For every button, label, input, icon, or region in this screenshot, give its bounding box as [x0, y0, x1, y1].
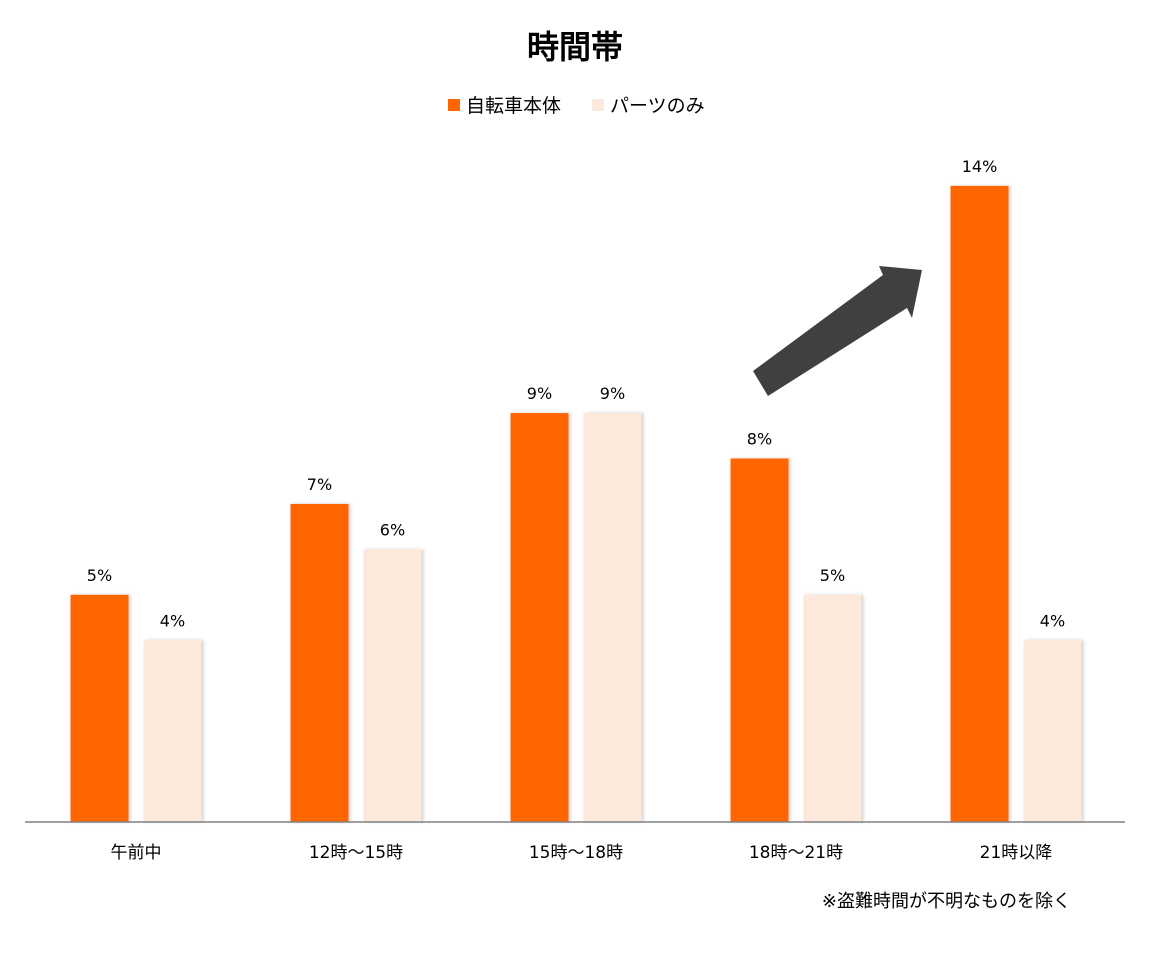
category-label-0: 午前中 — [111, 843, 162, 863]
data-label-parts-0: 4% — [160, 611, 185, 630]
legend-label-parts: パーツのみ — [610, 95, 705, 117]
category-label-2: 15時〜18時 — [529, 843, 623, 863]
bar-parts-3 — [803, 594, 862, 822]
data-label-bicycle-3: 8% — [747, 430, 772, 449]
legend: 自転車本体 パーツのみ — [448, 95, 705, 117]
bar-parts-1 — [363, 549, 422, 822]
footnote: ※盗難時間が不明なものを除く — [822, 891, 1071, 912]
bar-bicycle-1 — [290, 503, 349, 822]
chart-title: 時間帯 — [527, 28, 623, 66]
data-label-bicycle-1: 7% — [307, 475, 332, 494]
category-labels-layer: 午前中 12時〜15時 15時〜18時 18時〜21時 21時以降 — [111, 843, 1053, 863]
bar-bicycle-4 — [950, 185, 1009, 822]
trend-arrow-icon — [753, 266, 922, 396]
data-label-parts-2: 9% — [600, 384, 625, 403]
data-label-parts-4: 4% — [1040, 611, 1065, 630]
data-label-bicycle-2: 9% — [527, 384, 552, 403]
bar-parts-4 — [1023, 640, 1082, 822]
data-label-bicycle-0: 5% — [87, 566, 112, 585]
data-label-parts-3: 5% — [820, 566, 845, 585]
bars-layer — [70, 185, 1082, 822]
bar-bicycle-3 — [730, 458, 789, 822]
bar-bicycle-2 — [510, 413, 569, 822]
bar-bicycle-0 — [70, 594, 129, 822]
legend-swatch-bicycle — [448, 99, 460, 111]
category-label-4: 21時以降 — [980, 843, 1053, 863]
legend-label-bicycle: 自転車本体 — [466, 95, 561, 117]
data-labels-layer: 5% 4% 7% 6% 9% 9% 8% 5% 14% 4% — [87, 157, 1065, 630]
category-label-1: 12時〜15時 — [309, 843, 403, 863]
legend-swatch-parts — [592, 99, 604, 111]
bar-parts-2 — [583, 413, 642, 822]
data-label-parts-1: 6% — [380, 520, 405, 539]
bar-parts-0 — [143, 640, 202, 822]
data-label-bicycle-4: 14% — [962, 157, 998, 176]
category-label-3: 18時〜21時 — [749, 843, 843, 863]
